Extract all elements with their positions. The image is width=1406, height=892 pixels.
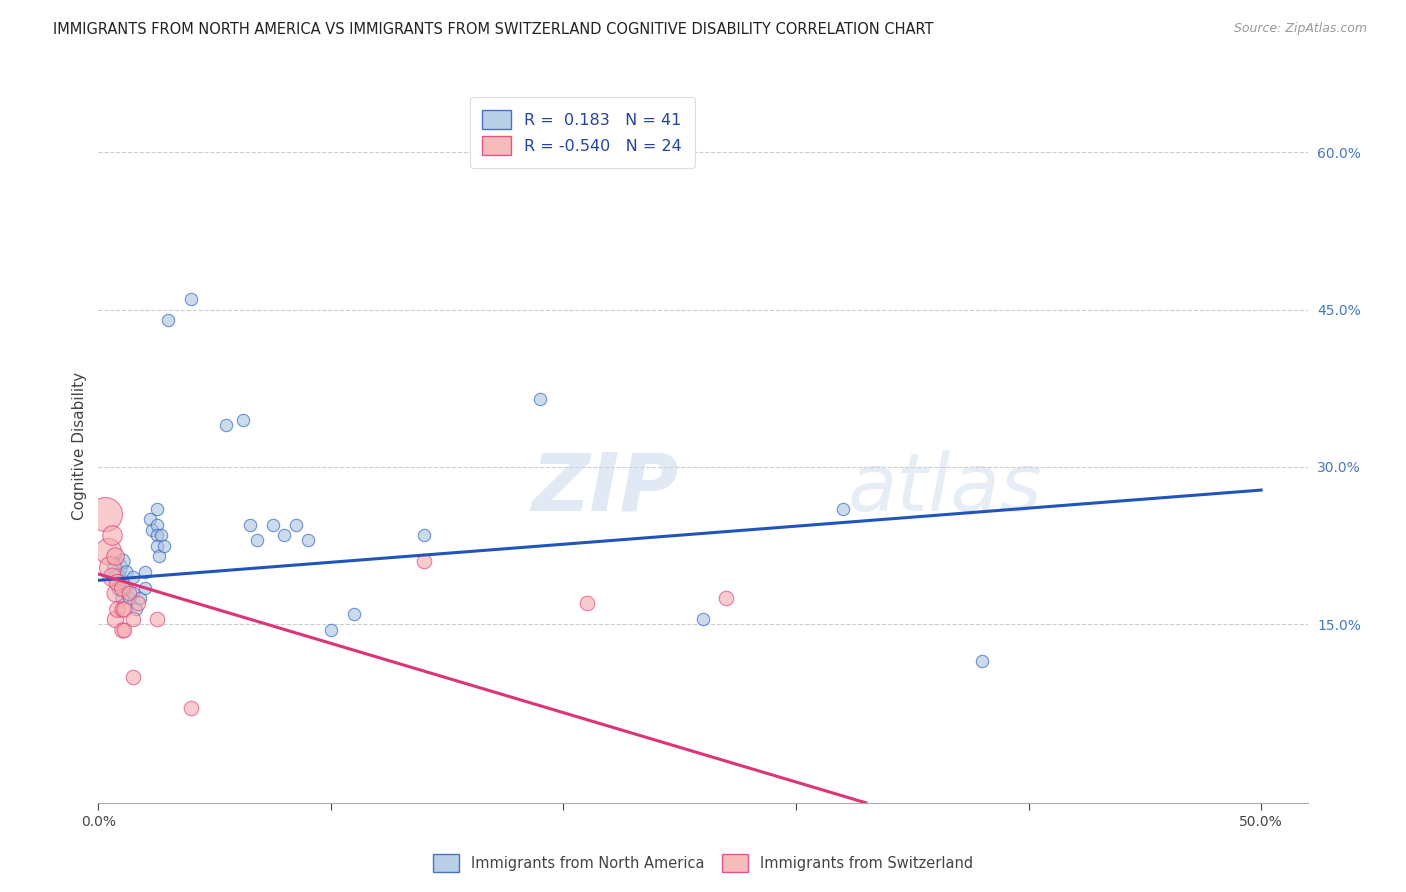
Point [94,507,117,521]
Point [98,559,121,574]
Point [232,413,254,427]
Point [157,313,180,327]
Point [138,512,160,526]
Point [118,591,141,606]
Point [129,591,152,606]
Point [111,581,134,595]
Point [152,539,174,553]
Point [111,554,134,568]
Point [239,517,262,532]
Point [343,607,366,621]
Point [122,570,145,584]
Point [122,586,145,600]
Point [115,565,138,579]
Text: atlas: atlas [848,450,1043,528]
Point [970,654,993,668]
Point [145,539,167,553]
Point [145,612,167,626]
Point [105,559,128,574]
Point [105,570,128,584]
Point [180,292,202,306]
Point [134,565,156,579]
Point [111,601,134,615]
Point [575,596,598,610]
Text: Source: ZipAtlas.com: Source: ZipAtlas.com [1233,22,1367,36]
Point [127,596,149,610]
Point [180,701,202,715]
Point [112,623,135,637]
Point [297,533,319,548]
Text: ZIP: ZIP [531,450,679,528]
Point [692,612,714,626]
Point [145,517,167,532]
Point [148,549,170,564]
Point [104,586,127,600]
Point [273,528,295,542]
Point [111,623,134,637]
Point [122,612,145,626]
Point [150,528,173,542]
Legend: Immigrants from North America, Immigrants from Switzerland: Immigrants from North America, Immigrant… [427,848,979,878]
Point [112,601,135,615]
Point [529,392,551,406]
Point [101,528,124,542]
Point [104,549,127,564]
Point [111,591,134,606]
Point [105,601,128,615]
Point [413,528,436,542]
Point [122,670,145,684]
Point [111,575,134,590]
Point [104,612,127,626]
Point [134,581,156,595]
Point [108,581,131,595]
Point [105,575,128,590]
Legend: R =  0.183   N = 41, R = -0.540   N = 24: R = 0.183 N = 41, R = -0.540 N = 24 [470,97,695,168]
Text: IMMIGRANTS FROM NORTH AMERICA VS IMMIGRANTS FROM SWITZERLAND COGNITIVE DISABILIT: IMMIGRANTS FROM NORTH AMERICA VS IMMIGRA… [53,22,934,37]
Point [115,581,138,595]
Point [716,591,738,606]
Point [319,623,342,637]
Point [413,554,436,568]
Point [145,528,167,542]
Point [145,502,167,516]
Y-axis label: Cognitive Disability: Cognitive Disability [72,372,87,520]
Point [124,601,146,615]
Point [262,517,284,532]
Point [215,417,238,432]
Point [285,517,308,532]
Point [141,523,163,537]
Point [101,570,124,584]
Point [118,586,141,600]
Point [245,533,267,548]
Point [97,544,120,558]
Point [831,502,853,516]
